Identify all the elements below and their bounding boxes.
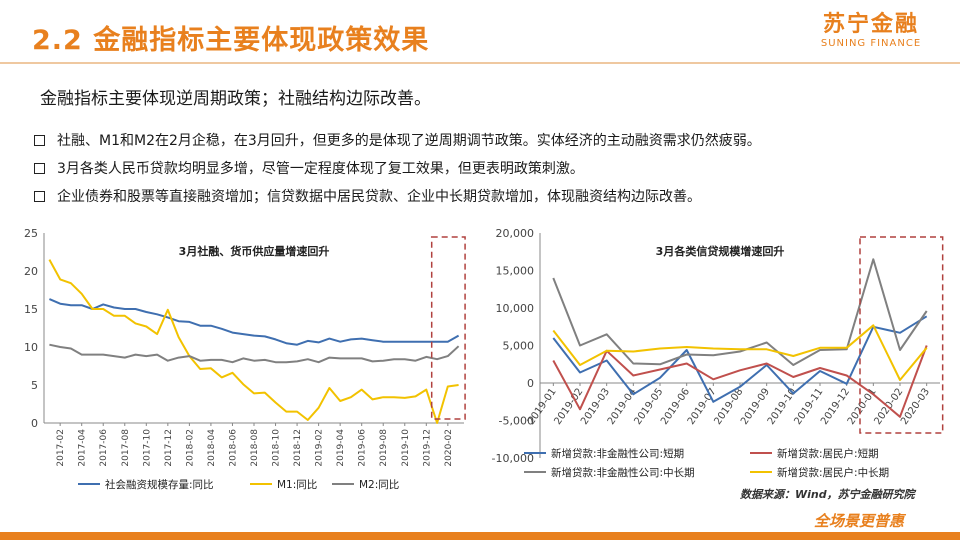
y-tick-label: 10 [24,341,38,354]
highlight-box [859,236,944,434]
series-line [49,343,460,364]
x-tick-label: 2018-10 [272,429,282,467]
legend-label: 新增贷款:非金融性公司:短期 [551,447,684,460]
y-tick-label: 25 [24,227,38,240]
legend-label: 新增贷款:居民户:中长期 [777,466,889,479]
x-tick-label: 2017-12 [164,429,174,467]
chart-title: 3月社融、货币供应量增速回升 [179,244,330,258]
x-tick-label: 2017-08 [121,429,131,467]
series-line [552,324,928,381]
highlight-box [430,236,466,420]
logo-text: 苏宁金融 [822,12,919,37]
legend-label: 新增贷款:非金融性公司:中长期 [551,466,695,479]
x-tick-label: 2019-10 [401,429,411,467]
bullet-item: 3月各类人民币贷款均明显多增，尽管一定程度体现了复工效果，但更表明政策刺激。 [34,154,934,182]
x-tick-label: 2018-02 [185,429,195,467]
y-tick-label: 20,000 [496,227,535,240]
x-tick-label: 2017-02 [56,429,66,467]
bullet-text: 3月各类人民币贷款均明显多增，尽管一定程度体现了复工效果，但更表明政策刺激。 [57,161,584,177]
logo-subtext: SUNING FINANCE [820,38,922,49]
x-tick-label: 2020-02 [444,429,454,467]
y-tick-label: 0 [31,417,38,430]
y-tick-label: -5,000 [499,415,534,428]
footer-bar [0,532,960,540]
x-tick-label: 2019-06 [358,429,368,467]
data-source: 数据来源：Wind，苏宁金融研究院 [740,488,915,501]
x-tick-label: 2017-06 [99,429,109,467]
page-title: 2.2 金融指标主要体现政策效果 [32,25,430,56]
series-line [552,258,928,366]
y-tick-label: 10,000 [496,302,535,315]
chart-title: 3月各类信贷规模增速回升 [656,244,785,258]
header-divider [0,62,960,64]
y-tick-label: 20 [24,265,38,278]
x-tick-label: 2017-04 [78,429,88,467]
x-tick-label: 2019-02 [315,429,325,467]
x-tick-label: 2018-08 [250,429,260,467]
checkbox-bullet-icon [34,134,45,146]
page-subtitle: 金融指标主要体现逆周期政策；社融结构边际改善。 [40,89,431,109]
money-supply-chart: 3月社融、货币供应量增速回升 0 5 10 15 20 25 2017-02 2017-04 20… [24,227,466,491]
checkbox-bullet-icon [34,190,45,202]
legend-label: 社会融资规模存量:同比 [105,478,214,491]
bullet-text: 社融、M1和M2在2月企稳，在3月回升，但更多的是体现了逆周期调节政策。实体经济… [57,133,761,149]
bullet-item: 社融、M1和M2在2月企稳，在3月回升，但更多的是体现了逆周期调节政策。实体经济… [34,126,934,154]
y-tick-label: -10,000 [492,452,534,465]
series-line [49,298,460,346]
series-line [552,345,928,418]
x-tick-label: 2017-10 [142,429,152,467]
checkbox-bullet-icon [34,162,45,174]
y-tick-label: 15,000 [496,265,535,278]
y-tick-label: 0 [527,377,534,390]
y-tick-label: 15 [24,303,38,316]
series-line [552,315,928,403]
x-tick-label: 2019-04 [336,429,346,467]
y-tick-label: 5,000 [503,340,535,353]
series-line [48,259,459,424]
x-tick-label: 2018-06 [228,429,238,467]
bullet-item: 企业债券和股票等直接融资增加；信贷数据中居民贷款、企业中长期贷款增加，体现融资结… [34,182,934,210]
x-tick-label: 2018-12 [293,429,303,467]
bullet-text: 企业债券和股票等直接融资增加；信贷数据中居民贷款、企业中长期贷款增加，体现融资结… [57,189,701,205]
y-tick-label: 5 [31,379,38,392]
loan-growth-chart: 3月各类信贷规模增速回升 -10,000 -5,000 0 5,000 10,000 15,… [492,227,944,479]
brand-slogan: 全场景更普惠 [814,512,905,530]
legend-label: M1:同比 [277,478,317,491]
legend-label: M2:同比 [359,478,399,491]
x-tick-label: 2018-04 [207,429,217,467]
bullet-list: 社融、M1和M2在2月企稳，在3月回升，但更多的是体现了逆周期调节政策。实体经济… [34,126,934,210]
brand-logo: 苏宁金融 SUNING FINANCE [812,12,930,50]
legend-label: 新增贷款:居民户:短期 [777,447,879,460]
x-tick-label: 2019-12 [422,429,432,467]
x-tick-label: 2019-08 [379,429,389,467]
